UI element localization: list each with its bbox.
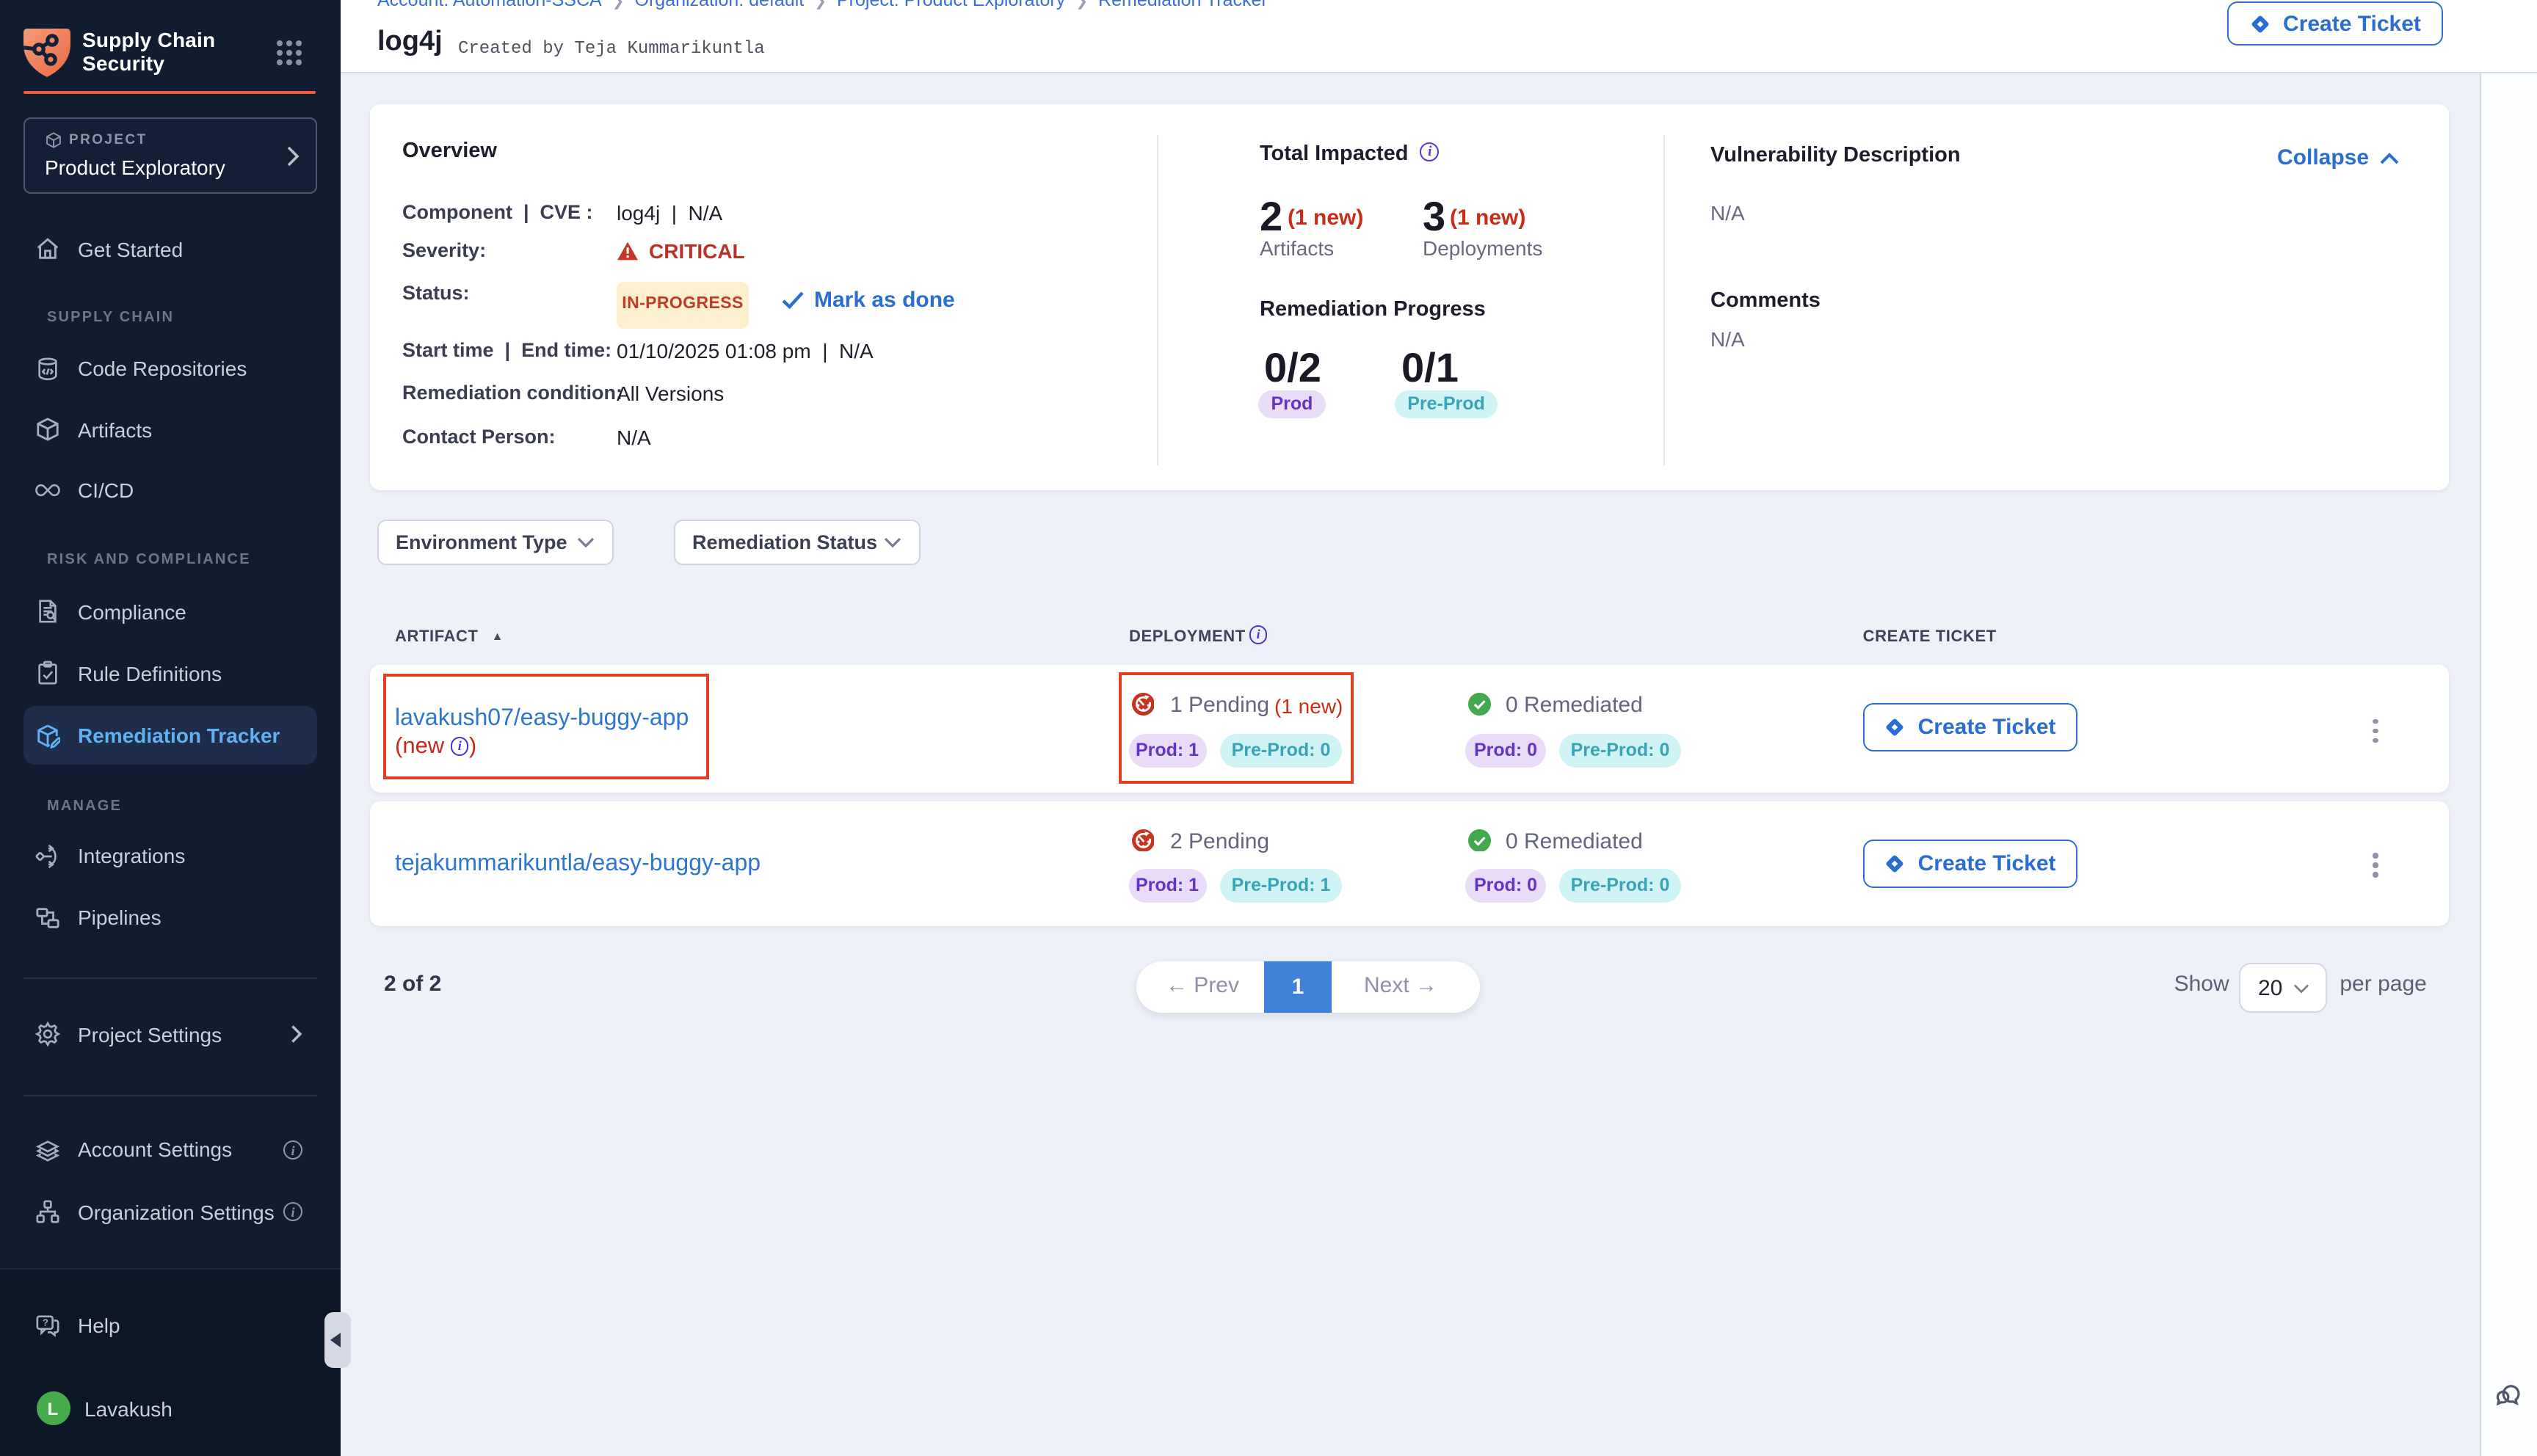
svg-text:?: ? [43, 1316, 48, 1327]
